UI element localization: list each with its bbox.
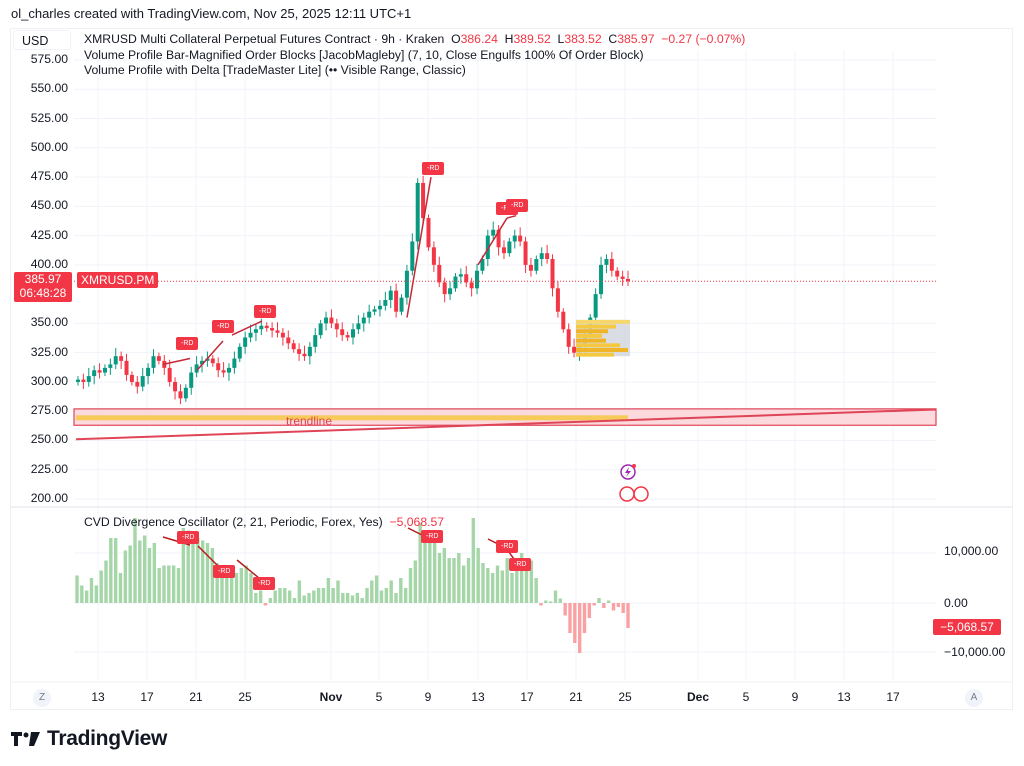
time-axis-tick: 17 [140,690,154,704]
chart-caption: ol_charles created with TradingView.com,… [11,6,412,21]
symbol-tag: XMRUSD.PM [77,272,159,288]
price-axis-tick: 525.00 [30,110,68,125]
change-value: −0.27 (−0.07%) [661,32,746,46]
time-axis-tick: Dec [686,690,710,704]
price-axis-tick: 325.00 [30,344,68,359]
time-axis-tick: 5 [742,690,750,704]
close-value: 385.97 [617,32,655,46]
cvd-axis-tick: 10,000.00 [944,544,999,558]
last-price-tag: 385.97 06:48:28 [14,272,72,302]
brand-name: TradingView [47,727,168,750]
price-axis-tick: 575.00 [30,52,68,66]
price-axis-tick: 275.00 [30,403,68,418]
rd-divergence-label: -RD [177,531,200,544]
cvd-legend[interactable]: CVD Divergence Oscillator (2, 21, Period… [84,515,444,529]
cvd-axis-tick: 0.00 [944,596,968,610]
cvd-axis-tick: −10,000.00 [944,645,1006,659]
time-axis-tick: 5 [375,690,383,704]
open-value: 386.24 [460,32,498,46]
time-axis-tick: 13 [91,690,105,704]
currency-label[interactable]: USD [13,30,71,50]
time-axis-tick: 25 [618,690,632,704]
close-label: C [608,32,618,46]
trendline-label[interactable]: trendline [286,414,333,428]
rd-divergence-label: -RD [496,540,519,553]
price-axis-tick: 250.00 [30,432,68,447]
auto-scale-button[interactable]: A [965,689,983,707]
price-axis-tick: 550.00 [30,81,68,96]
price-axis-tick: 400.00 [30,256,68,271]
time-axis-tick: 9 [791,690,799,704]
rd-divergence-label: -RD [506,199,529,212]
time-axis-tick: 9 [424,690,432,704]
symbol-line: XMRUSD Multi Collateral Perpetual Future… [84,32,745,48]
time-axis-tick: 17 [886,690,900,704]
time-axis-tick: Nov [319,690,343,704]
high-label: H [504,32,514,46]
price-axis-tick: 500.00 [30,139,68,154]
rd-divergence-label: -RD [213,565,236,578]
time-axis-tick: 13 [471,690,485,704]
price-axis-tick: 300.00 [30,373,68,388]
price-axis-tick: 200.00 [30,491,68,505]
price-axis-tick: 225.00 [30,461,68,476]
rd-divergence-label: -RD [254,305,277,318]
rd-divergence-label: -RD [176,337,199,350]
symbol-title[interactable]: XMRUSD Multi Collateral Perpetual Future… [84,32,445,46]
chart-legend: XMRUSD Multi Collateral Perpetual Future… [84,32,745,79]
time-axis-tick: 25 [238,690,252,704]
bar-countdown: 06:48:28 [19,286,67,300]
cvd-title: CVD Divergence Oscillator (2, 21, Period… [84,515,383,529]
timezone-button[interactable]: Z [33,689,51,707]
indicator-1-title[interactable]: Volume Profile Bar-Magnified Order Block… [84,47,644,62]
time-axis-tick: 21 [569,690,583,704]
price-axis-tick: 475.00 [30,169,68,184]
rd-divergence-label: -RD [421,530,444,543]
rd-divergence-label: -RD [422,162,445,175]
time-axis-tick: 17 [520,690,534,704]
rd-divergence-label: -RD [509,558,532,571]
time-axis-tick: 21 [189,690,203,704]
cvd-value: −5,068.57 [389,515,445,529]
cvd-value-tag: −5,068.57 [933,619,1001,635]
price-axis-tick: 425.00 [30,227,68,242]
low-value: 383.52 [564,32,602,46]
high-value: 389.52 [513,32,551,46]
open-label: O [451,32,461,46]
price-axis-tick: 350.00 [30,315,68,330]
indicator-2-title[interactable]: Volume Profile with Delta [TradeMaster L… [84,63,466,77]
rd-divergence-label: -RD [212,320,235,333]
low-label: L [557,32,565,46]
last-price: 385.97 [24,272,62,286]
price-axis-tick: 450.00 [30,198,68,213]
chart-frame [10,28,1013,710]
tradingview-logo-icon [11,732,40,746]
rd-divergence-label: -RD [253,577,276,590]
tradingview-logo: TradingView [11,727,167,751]
time-axis-tick: 13 [837,690,851,704]
